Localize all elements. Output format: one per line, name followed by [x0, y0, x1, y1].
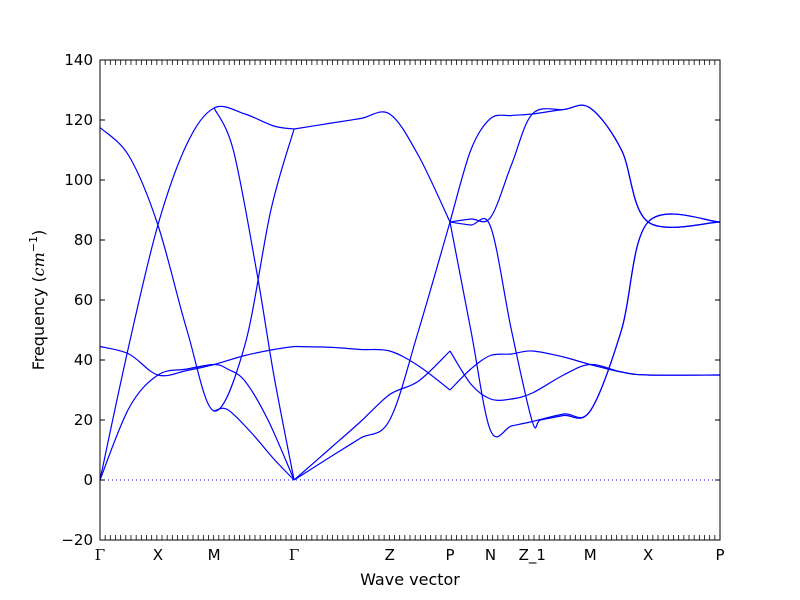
band-line-16	[449, 350, 721, 401]
x-axis-label: Wave vector	[360, 570, 460, 589]
x-tick-label: Z_1	[519, 546, 546, 565]
y-tick-label: 40	[74, 351, 93, 369]
tick-layer	[99, 59, 721, 541]
y-axis-label-unit: cm	[29, 252, 48, 276]
band-line-2	[99, 105, 295, 481]
band-line-7	[294, 111, 451, 223]
x-tick-label: P	[445, 546, 454, 564]
x-tick-label: X	[153, 546, 163, 564]
band-line-15	[449, 350, 721, 391]
band-line-4	[99, 345, 295, 377]
y-axis-label: Frequency (cm−1)	[27, 230, 48, 371]
y-axis-label-prefix: Frequency (	[29, 276, 48, 370]
y-axis-label-exponent: −1	[27, 236, 40, 252]
y-tick-label: 60	[74, 291, 93, 309]
plot-frame	[99, 59, 721, 541]
band-line-3	[99, 363, 295, 481]
band-line-6	[213, 407, 295, 481]
x-tick-label: Γ	[289, 546, 299, 564]
series-layer	[99, 104, 721, 481]
band-line-5	[213, 107, 295, 481]
band-line-1	[99, 127, 295, 412]
x-tick-label: P	[715, 546, 724, 564]
band-line-13	[449, 213, 721, 438]
y-tick-label: 20	[74, 411, 93, 429]
band-line-8	[294, 345, 451, 391]
y-tick-label: 80	[74, 231, 93, 249]
y-tick-label: 140	[64, 51, 93, 69]
band-line-10	[293, 221, 451, 481]
y-tick-label: 0	[83, 471, 93, 489]
x-tick-label: Γ	[95, 546, 105, 564]
band-line-11	[449, 104, 721, 228]
band-line-9	[293, 350, 451, 481]
y-tick-label: 100	[64, 171, 93, 189]
y-tick-labels: −20 0 20 40 60 80 100 120 140	[61, 51, 93, 549]
band-line-12	[449, 104, 721, 228]
x-tick-labels: Γ X M Γ Z P N Z_1 M X P	[95, 546, 725, 565]
x-tick-label: M	[208, 546, 221, 564]
x-tick-label: N	[485, 546, 496, 564]
x-tick-label: M	[584, 546, 597, 564]
x-tick-label: X	[643, 546, 653, 564]
x-tick-label: Z	[385, 546, 395, 564]
band-line-14	[449, 213, 721, 429]
y-axis-label-suffix: )	[29, 230, 48, 236]
y-tick-label: 120	[64, 111, 93, 129]
y-tick-label: −20	[61, 531, 93, 549]
